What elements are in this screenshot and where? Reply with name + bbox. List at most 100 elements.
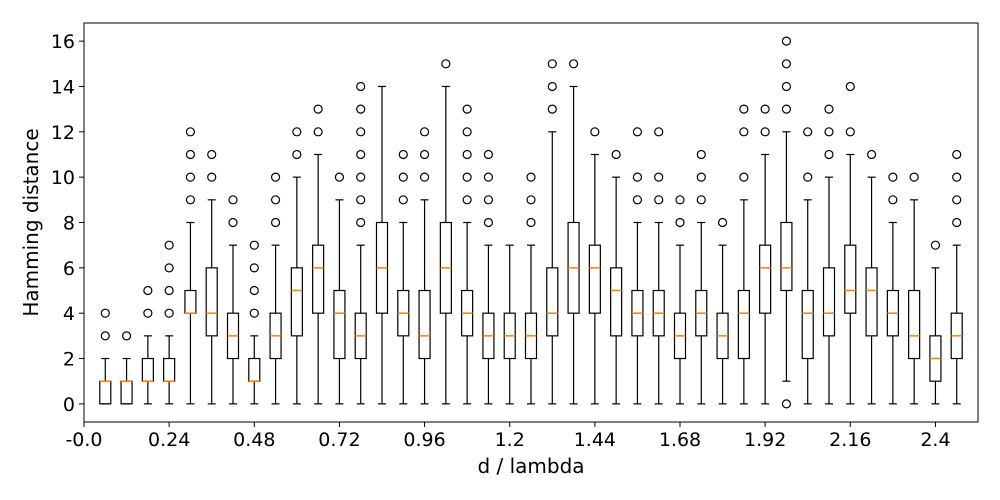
flier-point [462, 104, 472, 114]
box [269, 172, 282, 405]
flier-point [270, 172, 281, 182]
flier-point [249, 240, 259, 250]
flier-point [356, 195, 366, 205]
flier-point [185, 195, 196, 205]
flier-point [313, 104, 323, 114]
box-body [908, 289, 921, 360]
x-tick-label: 0.24 [148, 429, 190, 451]
x-tick-label: 1.68 [659, 429, 701, 451]
flier-point [547, 59, 557, 69]
flier-point [143, 308, 153, 318]
flier-point [952, 172, 962, 182]
flier-point [185, 127, 196, 137]
box-body [418, 289, 431, 360]
box [163, 240, 176, 405]
box [397, 149, 410, 405]
box [865, 149, 878, 405]
box [333, 172, 346, 405]
flier-point [930, 240, 941, 250]
flier-point [185, 172, 196, 182]
flier-point [888, 195, 898, 205]
x-tick-label: 2.4 [920, 429, 950, 451]
flier-point [398, 195, 408, 205]
flier-point [121, 331, 132, 341]
plot-area [99, 36, 963, 409]
flier-point [270, 195, 281, 205]
box [205, 149, 218, 405]
flier-point [462, 172, 472, 182]
x-tick-label: 0.72 [318, 429, 360, 451]
box [354, 81, 367, 405]
box-body [844, 244, 857, 314]
y-tick-label: 2 [63, 349, 75, 371]
flier-point [696, 149, 706, 160]
y-tick-label: 4 [63, 303, 75, 325]
x-tick-label: 1.92 [744, 429, 786, 451]
box [418, 127, 431, 405]
flier-point [547, 81, 557, 92]
box-body [780, 221, 793, 292]
x-tick-label: -0.0 [65, 429, 102, 451]
flier-point [143, 285, 153, 296]
box [780, 36, 793, 409]
flier-point [228, 195, 238, 205]
flier-point [696, 172, 706, 182]
flier-point [845, 127, 855, 137]
flier-point [207, 149, 217, 160]
box-body [546, 267, 559, 337]
flier-point [462, 195, 472, 205]
box-body [588, 244, 601, 314]
flier-point [483, 149, 494, 160]
box-body [333, 289, 346, 360]
box [673, 195, 687, 405]
flier-point [547, 104, 557, 114]
box-body [290, 267, 303, 337]
box-body [312, 244, 325, 314]
flier-point [696, 195, 706, 205]
box [929, 240, 942, 405]
flier-point [611, 149, 621, 160]
box [844, 81, 857, 405]
box [120, 331, 133, 405]
y-tick-label: 6 [63, 258, 75, 280]
box [482, 149, 495, 405]
flier-point [739, 127, 749, 137]
flier-point [824, 127, 834, 137]
y-tick-label: 10 [51, 167, 75, 189]
box [503, 244, 516, 405]
box-body [184, 289, 197, 314]
box [610, 149, 623, 405]
box [567, 59, 580, 405]
flier-point [356, 104, 366, 114]
box-body [801, 289, 814, 360]
flier-point [568, 59, 579, 69]
flier-point [164, 263, 174, 273]
flier-point [356, 172, 366, 182]
flier-point [419, 127, 430, 137]
flier-point [164, 285, 174, 296]
flier-point [185, 149, 196, 160]
flier-point [207, 172, 217, 182]
x-tick-label: 1.2 [495, 429, 525, 451]
y-axis-ticks: 0 2 4 6 8 10 12 14 16 [51, 31, 84, 416]
box-body [141, 357, 154, 382]
flier-point [739, 104, 749, 114]
flier-point [781, 399, 792, 409]
box [588, 127, 601, 405]
flier-point [462, 127, 472, 137]
flier-point [824, 149, 834, 160]
flier-point [952, 149, 962, 160]
flier-point [781, 81, 792, 92]
box-body [865, 267, 878, 337]
box [290, 127, 303, 405]
flier-point [313, 127, 323, 137]
flier-point [781, 36, 792, 46]
flier-point [334, 172, 345, 182]
flier-point [100, 308, 110, 318]
box [184, 127, 197, 405]
flier-point [632, 127, 643, 137]
box [546, 59, 559, 405]
flier-point [866, 149, 877, 160]
flier-point [590, 127, 600, 137]
y-tick-label: 0 [63, 394, 75, 416]
